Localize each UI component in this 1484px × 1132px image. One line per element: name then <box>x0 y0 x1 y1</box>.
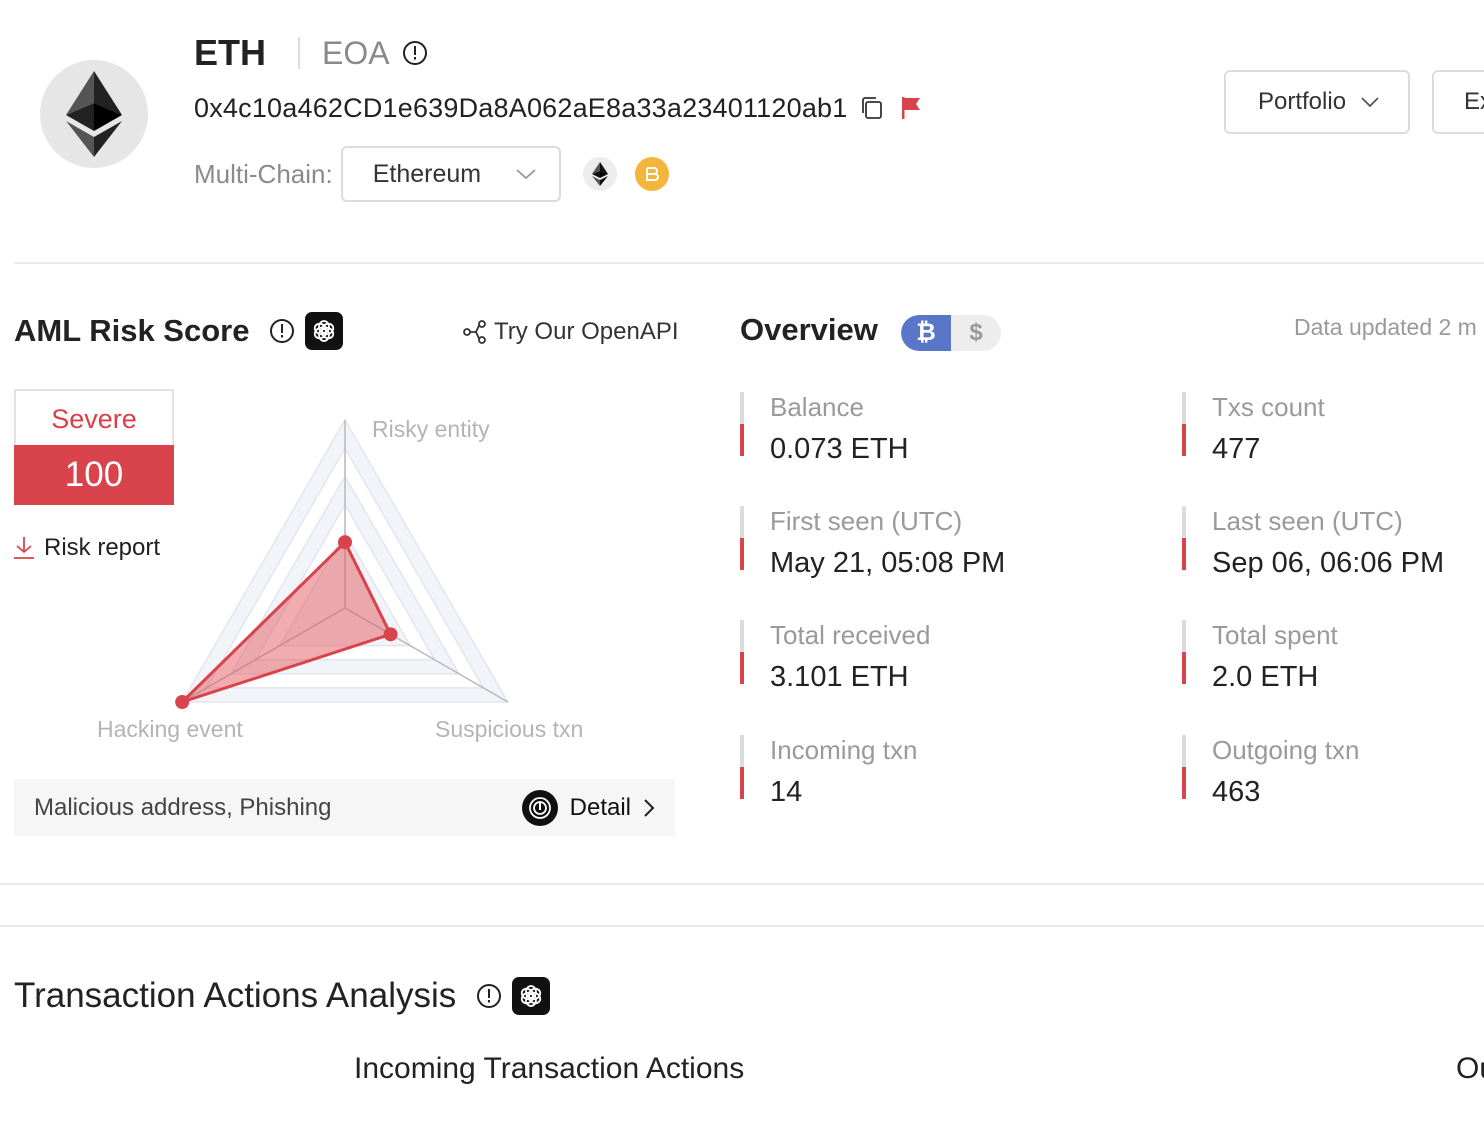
risk-report-link[interactable]: Risk report <box>12 534 160 562</box>
detail-brand-icon <box>521 789 558 826</box>
stat-first-seen: First seen (UTC) May 21, 05:08 PM <box>740 506 1005 580</box>
tx-actions-title-text: Transaction Actions Analysis <box>14 976 457 1015</box>
detail-link[interactable]: Detail <box>521 789 655 826</box>
stat-value: 463 <box>1212 776 1261 808</box>
export-label: Ex <box>1464 88 1484 115</box>
radar-label-hacking-event: Hacking event <box>97 716 243 742</box>
chain-select-value: Ethereum <box>372 159 482 188</box>
section-divider <box>14 262 1484 264</box>
outgoing-actions-title: Ou <box>1456 1052 1484 1085</box>
radar-point-suspicious-txn <box>383 627 398 642</box>
copy-icon[interactable] <box>859 95 885 121</box>
risk-level: Severe <box>16 391 172 447</box>
title-row: ETH EOA <box>194 32 428 74</box>
info-icon[interactable] <box>402 40 428 66</box>
btc-currency-button[interactable]: ₿ <box>901 315 951 351</box>
stat-value: 2.0 ETH <box>1212 661 1319 693</box>
coin-symbol: ETH <box>194 32 266 73</box>
aml-title: AML Risk Score <box>14 312 344 350</box>
ai-assistant-icon[interactable] <box>512 977 551 1015</box>
export-button[interactable]: Ex <box>1432 70 1484 134</box>
stat-incoming-txn: Incoming txn 14 <box>740 735 917 809</box>
stat-value: 14 <box>770 776 803 808</box>
ai-assistant-icon[interactable] <box>305 312 344 350</box>
section-divider <box>0 925 1484 927</box>
stat-value: 3.101 ETH <box>770 661 909 693</box>
risk-score-box: Severe 100 <box>14 389 174 505</box>
tx-actions-title: Transaction Actions Analysis <box>14 976 551 1016</box>
stat-label: Last seen (UTC) <box>1212 506 1403 536</box>
wallet-address: 0x4c10a462CD1e639Da8A062aE8a33a23401120a… <box>194 92 848 123</box>
stat-value: May 21, 05:08 PM <box>770 547 1006 579</box>
multichain-row: Multi-Chain: Ethereum <box>194 146 669 202</box>
overview-title: Overview <box>740 312 878 347</box>
stat-txs-count: Txs count 477 <box>1182 392 1325 466</box>
data-updated-text: Data updated 2 m <box>1294 314 1477 340</box>
stat-label: First seen (UTC) <box>770 506 963 536</box>
portfolio-label: Portfolio <box>1258 88 1347 115</box>
stat-label: Txs count <box>1212 392 1325 422</box>
api-icon <box>463 320 486 344</box>
stat-outgoing-txn: Outgoing txn 463 <box>1182 735 1359 809</box>
risk-radar-chart <box>175 418 510 709</box>
stat-total-received: Total received 3.101 ETH <box>740 620 930 694</box>
risk-tags-bar: Malicious address, Phishing Detail <box>14 779 675 836</box>
stat-balance: Balance 0.073 ETH <box>740 392 909 466</box>
account-type: EOA <box>322 34 390 71</box>
stat-label: Balance <box>770 392 864 422</box>
currency-toggle: ₿ $ <box>901 315 1001 351</box>
stat-last-seen: Last seen (UTC) Sep 06, 06:06 PM <box>1182 506 1444 580</box>
risk-score-value: 100 <box>14 445 174 505</box>
stat-label: Incoming txn <box>770 735 918 765</box>
risk-tags: Malicious address, Phishing <box>34 793 332 821</box>
chevron-down-icon <box>1360 96 1380 108</box>
radar-label-risky-entity: Risky entity <box>372 416 490 442</box>
multichain-label: Multi-Chain: <box>194 158 333 189</box>
detail-label: Detail <box>569 793 631 821</box>
stat-label: Total spent <box>1212 620 1338 650</box>
token-avatar <box>40 60 148 168</box>
radar-label-suspicious-txn: Suspicious txn <box>435 716 584 742</box>
info-icon[interactable] <box>269 318 295 344</box>
stat-value: 477 <box>1212 433 1261 465</box>
stat-label: Outgoing txn <box>1212 735 1360 765</box>
chevron-down-icon <box>516 169 536 180</box>
risk-radar-area <box>181 539 393 704</box>
info-icon[interactable] <box>476 983 502 1009</box>
incoming-actions-title: Incoming Transaction Actions <box>354 1052 745 1085</box>
usd-currency-button[interactable]: $ <box>969 319 983 346</box>
title-divider <box>298 37 300 69</box>
bch-chain-icon[interactable] <box>634 157 669 191</box>
openapi-link[interactable]: Try Our OpenAPI <box>462 318 679 346</box>
radar-point-risky-entity <box>338 535 352 550</box>
risk-report-label: Risk report <box>44 534 161 561</box>
chain-select[interactable]: Ethereum <box>340 146 561 202</box>
address-row: 0x4c10a462CD1e639Da8A062aE8a33a23401120a… <box>194 90 923 126</box>
stat-value: Sep 06, 06:06 PM <box>1212 547 1445 579</box>
chevron-right-icon <box>643 798 655 818</box>
ethereum-logo-icon <box>66 71 122 157</box>
flag-icon[interactable] <box>899 95 923 121</box>
download-icon <box>14 537 34 559</box>
stat-total-spent: Total spent 2.0 ETH <box>1182 620 1338 694</box>
stat-value: 0.073 ETH <box>770 433 909 465</box>
openapi-label: Try Our OpenAPI <box>494 318 679 345</box>
stat-label: Total received <box>770 620 931 650</box>
aml-title-text: AML Risk Score <box>14 313 250 348</box>
section-divider <box>0 883 1484 885</box>
radar-point-hacking-event <box>175 695 190 709</box>
ethereum-chain-icon[interactable] <box>582 157 617 191</box>
portfolio-button[interactable]: Portfolio <box>1224 70 1410 134</box>
